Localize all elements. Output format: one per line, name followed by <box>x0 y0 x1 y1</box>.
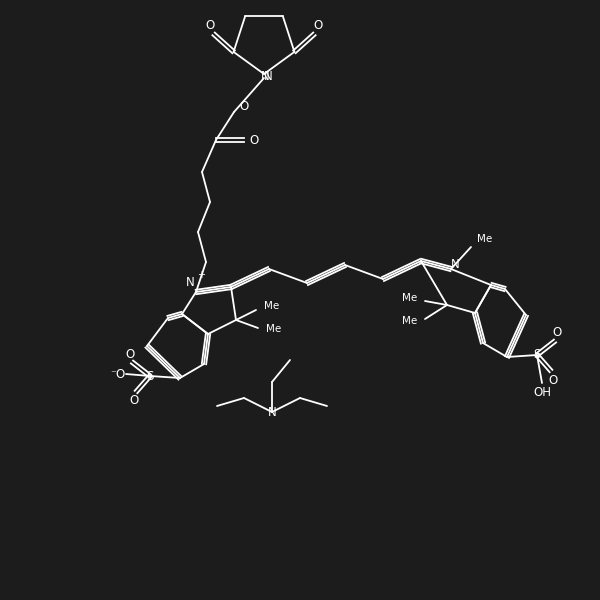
Text: OH: OH <box>533 386 551 400</box>
Text: N: N <box>260 70 269 82</box>
Text: Me: Me <box>264 301 279 311</box>
Text: O: O <box>130 395 139 407</box>
Text: +: + <box>197 270 205 280</box>
Text: Me: Me <box>402 316 417 326</box>
Text: O: O <box>250 133 259 146</box>
Text: O: O <box>553 326 562 340</box>
Text: O: O <box>115 367 125 380</box>
Text: ⁻: ⁻ <box>110 369 116 379</box>
Text: Me: Me <box>402 293 417 303</box>
Text: O: O <box>239 100 248 113</box>
Text: S: S <box>533 349 541 361</box>
Text: O: O <box>314 19 323 32</box>
Text: N: N <box>268 406 277 419</box>
Text: O: O <box>205 19 214 32</box>
Text: O: O <box>548 373 557 386</box>
Text: N: N <box>263 70 272 82</box>
Text: N: N <box>451 257 460 271</box>
Text: Me: Me <box>266 324 281 334</box>
Text: Me: Me <box>477 234 492 244</box>
Text: N: N <box>185 277 194 289</box>
Text: O: O <box>125 347 134 361</box>
Text: S: S <box>146 370 154 383</box>
